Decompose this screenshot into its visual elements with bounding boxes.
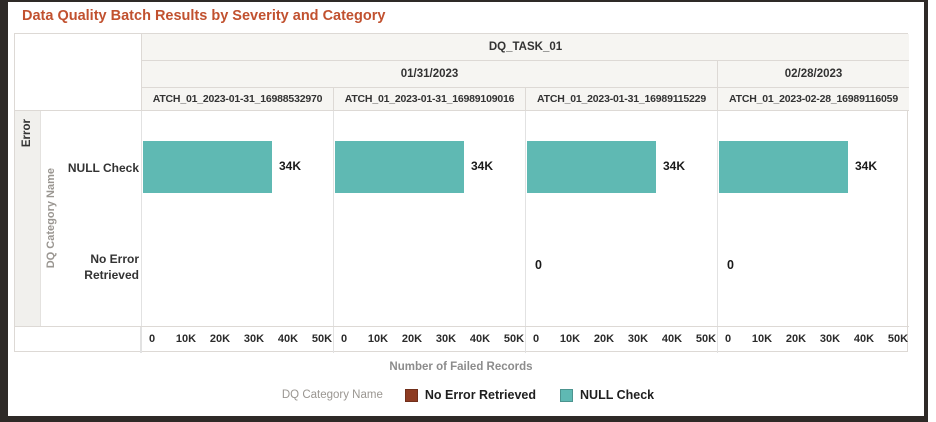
legend-swatch-icon [404,388,418,402]
bar-value-label: 34K [663,159,686,173]
frame-border-left [0,0,8,422]
task-header: DQ_TASK_01 [141,34,909,61]
x-axis-tick-label: 10K [559,333,581,345]
row-label-no-error-retrieved: No Error Retrieved [84,252,139,283]
date-header: 02/28/2023 [717,61,909,88]
legend-item[interactable]: NULL Check [560,388,654,402]
plot-body: Error DQ Category Name NULL Check No Err… [15,111,909,326]
x-axis-tick-label: 30K [819,333,841,345]
frame-border-right [924,0,928,422]
legend: DQ Category Name No Error Retrieved NULL … [0,388,936,402]
x-axis-tick-label: 50K [887,333,909,345]
pivot-table: DQ_TASK_01 01/31/2023 02/28/2023 ATCH_01_… [14,33,909,353]
x-axis-tick-label: 30K [435,333,457,345]
x-axis-tick-label: 50K [311,333,333,345]
x-axis-tick-label: 10K [751,333,773,345]
x-axis-tick-label: 30K [627,333,649,345]
x-axis-tick-panel: 0 10K 20K 30K 40K 50K [525,327,717,353]
batch-header: ATCH_01_2023-01-31_16989109016 [333,88,525,111]
zero-value-label: 0 [535,258,542,272]
x-axis-tick-label: 10K [175,333,197,345]
severity-band [15,111,41,326]
bar-null-check[interactable] [335,141,464,193]
x-axis-tick-label: 20K [785,333,807,345]
x-axis-stub [15,327,141,353]
chart-panel: 34K [141,111,333,326]
x-axis-tick-panel: 0 10K 20K 30K 40K 50K [333,327,525,353]
batch-header: ATCH_01_2023-01-31_16989115229 [525,88,717,111]
bar-value-label: 34K [471,159,494,173]
legend-item-label: NULL Check [580,388,655,402]
x-axis-title: Number of Failed Records [389,361,533,373]
x-axis-tick-label: 20K [593,333,615,345]
batch-header: ATCH_01_2023-01-31_16988532970 [141,88,333,111]
frame-border-bottom [0,416,928,422]
legend-swatch-icon [560,388,574,402]
x-axis-tick-label: 0 [340,333,348,345]
frame-border-top [0,0,928,2]
x-axis-tick-label: 50K [695,333,717,345]
chart-panel: 34K [333,111,525,326]
batch-header: ATCH_01_2023-02-28_16989116059 [717,88,909,111]
severity-label: Error [21,119,33,148]
x-axis-tick-row: 0 10K 20K 30K 40K 50K 0 10K 20K 30K 40K 50K 0 10K 20K 3… [15,326,909,353]
x-axis-tick-label: 0 [532,333,540,345]
x-axis-tick-label: 10K [367,333,389,345]
x-axis-tick-label: 40K [277,333,299,345]
x-axis-tick-panel: 0 10K 20K 30K 40K 50K [717,327,909,353]
bar-value-label: 34K [279,159,302,173]
category-axis-title-text: DQ Category Name [45,168,57,269]
x-axis-tick-label: 20K [209,333,231,345]
zero-value-label: 0 [727,258,734,272]
row-label-null-check: NULL Check [67,161,139,175]
x-axis-tick-label: 20K [401,333,423,345]
legend-title: DQ Category Name [281,389,383,401]
x-axis-tick-panel: 0 10K 20K 30K 40K 50K [141,327,333,353]
x-axis-tick-label: 30K [243,333,265,345]
x-axis-tick-label: 40K [661,333,683,345]
x-axis-tick-label: 0 [148,333,156,345]
chart-title: Data Quality Batch Results by Severity a… [22,8,386,24]
x-axis-tick-label: 50K [503,333,525,345]
category-axis-title: DQ Category Name [45,111,57,326]
legend-item[interactable]: No Error Retrieved [404,388,537,402]
bar-value-label: 34K [855,159,878,173]
chart-panel: 34K 0 [525,111,717,326]
x-axis-tick-label: 40K [469,333,491,345]
x-axis-tick-label: 0 [724,333,732,345]
legend-item-label: No Error Retrieved [424,388,537,402]
bar-null-check[interactable] [527,141,656,193]
x-axis-tick-label: 40K [853,333,875,345]
bar-null-check[interactable] [143,141,272,193]
corner-cell [15,34,141,111]
legend-items: No Error Retrieved NULL Check [404,388,654,402]
date-header: 01/31/2023 [141,61,717,88]
bar-null-check[interactable] [719,141,848,193]
chart-panel: 34K 0 [717,111,909,326]
